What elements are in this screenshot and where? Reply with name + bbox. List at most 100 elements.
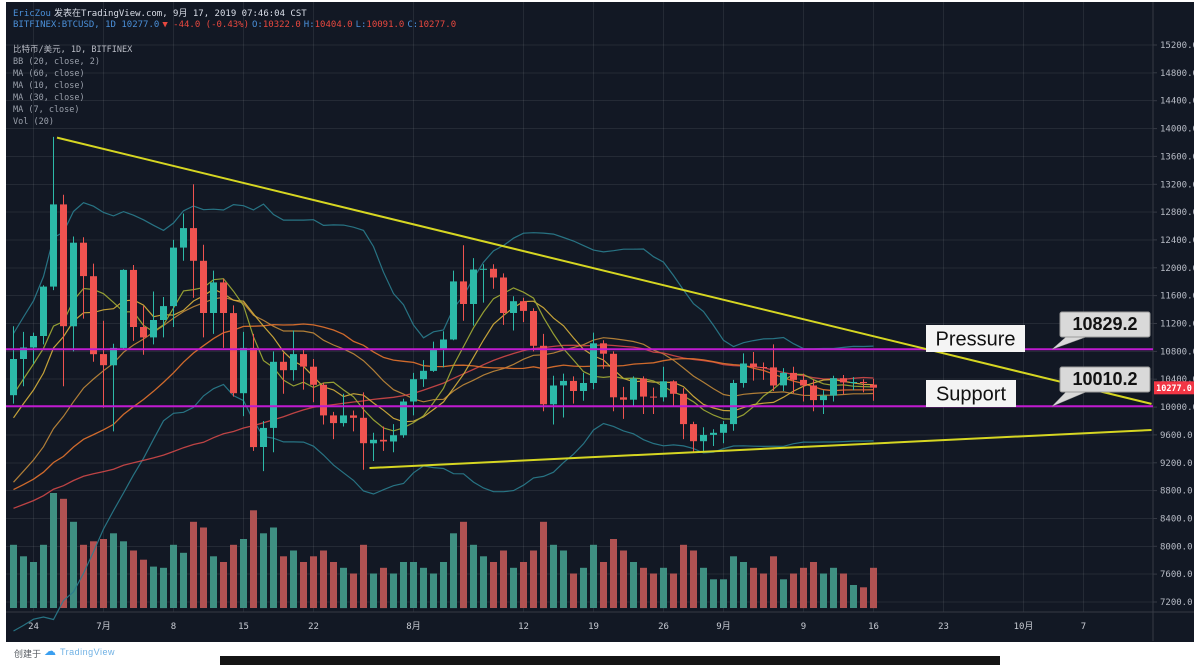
candle	[460, 245, 467, 321]
bottom-black-bar	[220, 656, 1000, 665]
candle	[520, 297, 527, 323]
legend-ma30[interactable]: MA (30, close)	[13, 93, 85, 103]
indicator-legend: 比特币/美元, 1D, BITFINEX BB (20, close, 2) M…	[13, 44, 132, 128]
candle	[150, 291, 157, 345]
chart-canvas[interactable]: 24 7月 8 15 22 8月 12 19 26 9月 9 16 23 10月 7 7200.0 7600.0…	[6, 2, 1194, 642]
legend-bb[interactable]: BB (20, close, 2)	[13, 57, 100, 67]
pressure-value-callout[interactable]: 10829.2	[1051, 311, 1151, 350]
volume-bar	[310, 556, 317, 608]
volume-bar	[470, 544, 477, 608]
price-axis-label: 9200.0	[1160, 459, 1193, 469]
candle	[280, 352, 287, 394]
candle	[720, 421, 727, 444]
candle	[10, 326, 17, 404]
price-axis-label: 9600.0	[1160, 431, 1193, 441]
volume-bar	[750, 567, 757, 609]
volume-bar	[400, 562, 407, 608]
price-axis-label: 8400.0	[1160, 515, 1193, 525]
support-label[interactable]: Support	[926, 380, 1016, 407]
time-axis-label: 9月	[716, 621, 730, 632]
upper-trendline[interactable]	[56, 136, 1152, 405]
volume-bar	[580, 567, 587, 609]
volume-bar	[710, 579, 717, 608]
candle	[310, 359, 317, 403]
volume-bar	[820, 573, 827, 608]
candle	[330, 411, 337, 440]
time-axis-label: 26	[658, 622, 669, 632]
candle	[120, 269, 127, 350]
volume-bar	[100, 539, 107, 608]
time-axis-label: 15	[238, 622, 249, 632]
lower-trendline[interactable]	[369, 429, 1152, 469]
volume-bar	[810, 562, 817, 608]
volume-bar	[160, 567, 167, 609]
volume-bar	[520, 562, 527, 608]
volume-bar	[540, 521, 547, 609]
volume-bar	[690, 550, 697, 608]
candle	[470, 258, 477, 326]
high-label: H:	[303, 20, 315, 30]
candle	[710, 429, 717, 446]
legend-symbol[interactable]: 比特币/美元, 1D, BITFINEX	[13, 45, 133, 55]
pressure-label[interactable]: Pressure	[926, 325, 1025, 352]
candle	[830, 375, 837, 402]
candle	[860, 379, 867, 393]
volume-bar	[460, 521, 467, 609]
username-link[interactable]: EricZou	[13, 9, 51, 19]
volume-bar	[830, 567, 837, 609]
candle	[700, 427, 707, 453]
low-value: 10091.0	[366, 20, 405, 30]
close-pair: C:10277.0	[407, 20, 456, 30]
price-axis-label: 15200.0	[1160, 41, 1194, 51]
volume-bar	[150, 566, 157, 608]
volume-bar	[280, 556, 287, 608]
candle	[380, 426, 387, 451]
volume-bar	[550, 544, 557, 608]
candle	[40, 285, 47, 345]
candle	[630, 376, 637, 406]
candle	[850, 377, 857, 391]
candle	[110, 343, 117, 432]
candle	[270, 351, 277, 453]
volume-bar	[860, 587, 867, 608]
open-value: 10322.0	[262, 20, 301, 30]
price-axis-label: 12800.0	[1160, 208, 1194, 218]
volume-series	[10, 493, 877, 609]
change-text: ▼ -44.0 (-0.43%)	[162, 20, 250, 30]
volume-bar	[480, 556, 487, 608]
price-axis-label: 14000.0	[1160, 125, 1194, 135]
candle	[230, 305, 237, 397]
candle	[240, 331, 247, 417]
price-axis[interactable]: 7200.0 7600.0 8000.0 8400.0 8800.0 9200.0 9600…	[1153, 41, 1194, 608]
candle	[820, 390, 827, 414]
support-value-callout[interactable]: 10010.2	[1051, 366, 1151, 407]
volume-bar	[450, 533, 457, 609]
legend-ma10[interactable]: MA (10, close)	[13, 81, 85, 91]
candle	[840, 375, 847, 395]
volume-bar	[760, 573, 767, 608]
candle	[300, 348, 307, 390]
volume-bar	[240, 539, 247, 608]
candle	[360, 392, 367, 470]
time-axis-label: 22	[308, 622, 319, 632]
candle	[610, 351, 617, 412]
header-line-2: BITFINEX:BTCUSD, 1D 10277.0 ▼ -44.0 (-0.4…	[13, 20, 459, 30]
legend-vol[interactable]: Vol (20)	[13, 117, 54, 127]
volume-bar	[270, 527, 277, 608]
candle	[740, 353, 747, 388]
candle	[660, 366, 667, 402]
volume-bar	[370, 573, 377, 608]
candle	[670, 380, 677, 406]
candle	[540, 333, 547, 412]
price-axis-label: 7600.0	[1160, 570, 1193, 580]
legend-ma60[interactable]: MA (60, close)	[13, 69, 85, 79]
candle	[870, 378, 877, 401]
time-axis[interactable]: 24 7月 8 15 22 8月 12 19 26 9月 9 16 23 10月 7	[28, 621, 1086, 632]
tradingview-brand-link[interactable]: TradingView	[60, 647, 116, 657]
candle	[260, 421, 267, 472]
volume-bar	[630, 562, 637, 608]
time-axis-label: 24	[28, 622, 39, 632]
candle	[60, 194, 67, 387]
tradingview-logo-icon: ☁	[44, 644, 56, 658]
legend-ma7[interactable]: MA (7, close)	[13, 105, 80, 115]
